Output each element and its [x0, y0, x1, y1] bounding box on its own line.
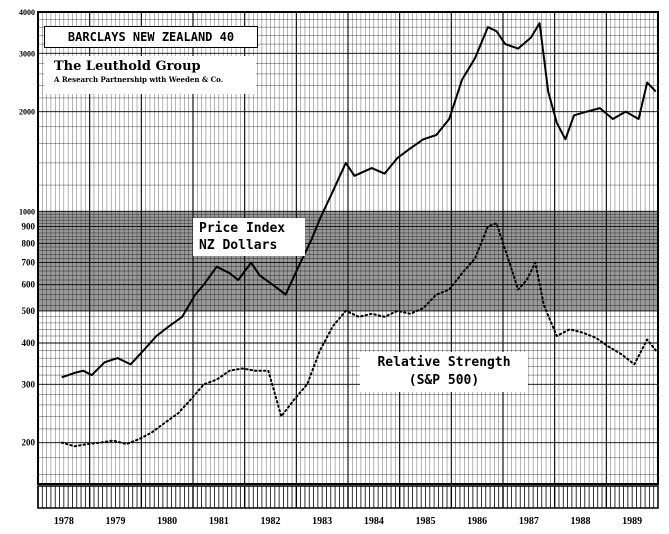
x-tick-label: 1979: [106, 516, 126, 527]
y-tick-label: 600: [22, 280, 36, 290]
y-tick-label: 4000: [19, 8, 35, 17]
month-strip: [37, 485, 659, 509]
credit-main: The Leuthold Group: [54, 59, 201, 74]
y-tick-label: 2000: [19, 108, 35, 117]
x-tick-label: 1981: [209, 516, 229, 527]
relative-series-label: Relative Strength (S&P 500): [360, 352, 528, 392]
x-tick-label: 1987: [519, 516, 539, 527]
x-axis-ticks: 1978 1979 1980 1981 1982 1983 1984 1985 1986 1987…: [54, 516, 642, 527]
y-tick-label: 400: [22, 338, 36, 348]
price-label-line-2: NZ Dollars: [199, 238, 278, 253]
credit-box: The Leuthold Group A Research Partnershi…: [44, 56, 256, 94]
y-tick-label: 800: [22, 238, 36, 248]
relative-strength-line: [60, 222, 657, 448]
plot-frame: [37, 11, 659, 485]
y-tick-label: 300: [22, 379, 36, 389]
chart-title: BARCLAYS NEW ZEALAND 40: [44, 26, 258, 48]
x-tick-label: 1982: [261, 516, 281, 527]
chart-title-text: BARCLAYS NEW ZEALAND 40: [67, 30, 235, 44]
y-tick-label: 500: [22, 306, 36, 316]
grid: [37, 11, 659, 484]
x-tick-label: 1988: [571, 516, 591, 527]
x-tick-label: 1984: [364, 516, 384, 527]
price-label-line-1: Price Index: [199, 221, 286, 236]
relative-label-line-2: (S&P 500): [408, 373, 480, 388]
x-tick-label: 1978: [54, 516, 74, 527]
x-tick-label: 1985: [416, 516, 436, 527]
relative-label-line-1: Relative Strength: [377, 355, 511, 370]
x-tick-label: 1986: [467, 516, 487, 527]
y-tick-label: 1000: [19, 207, 35, 216]
y-tick-label: 900: [22, 221, 36, 231]
y-tick-label: 200: [22, 438, 36, 448]
y-tick-label: 700: [22, 258, 36, 268]
y-tick-label: 3000: [19, 49, 35, 58]
credit-sub: A Research Partnership with Weeden & Co.: [54, 75, 224, 84]
price-index-line: [61, 22, 657, 379]
price-series-label: Price Index NZ Dollars: [193, 218, 305, 256]
x-tick-label: 1980: [157, 516, 177, 527]
series-layer: [60, 22, 657, 448]
y-axis-ticks: 200 300 400 500 600 700 800 900 1000 2000 3000 4000: [19, 8, 36, 448]
x-tick-label: 1983: [312, 516, 332, 527]
x-tick-label: 1989: [622, 516, 642, 527]
